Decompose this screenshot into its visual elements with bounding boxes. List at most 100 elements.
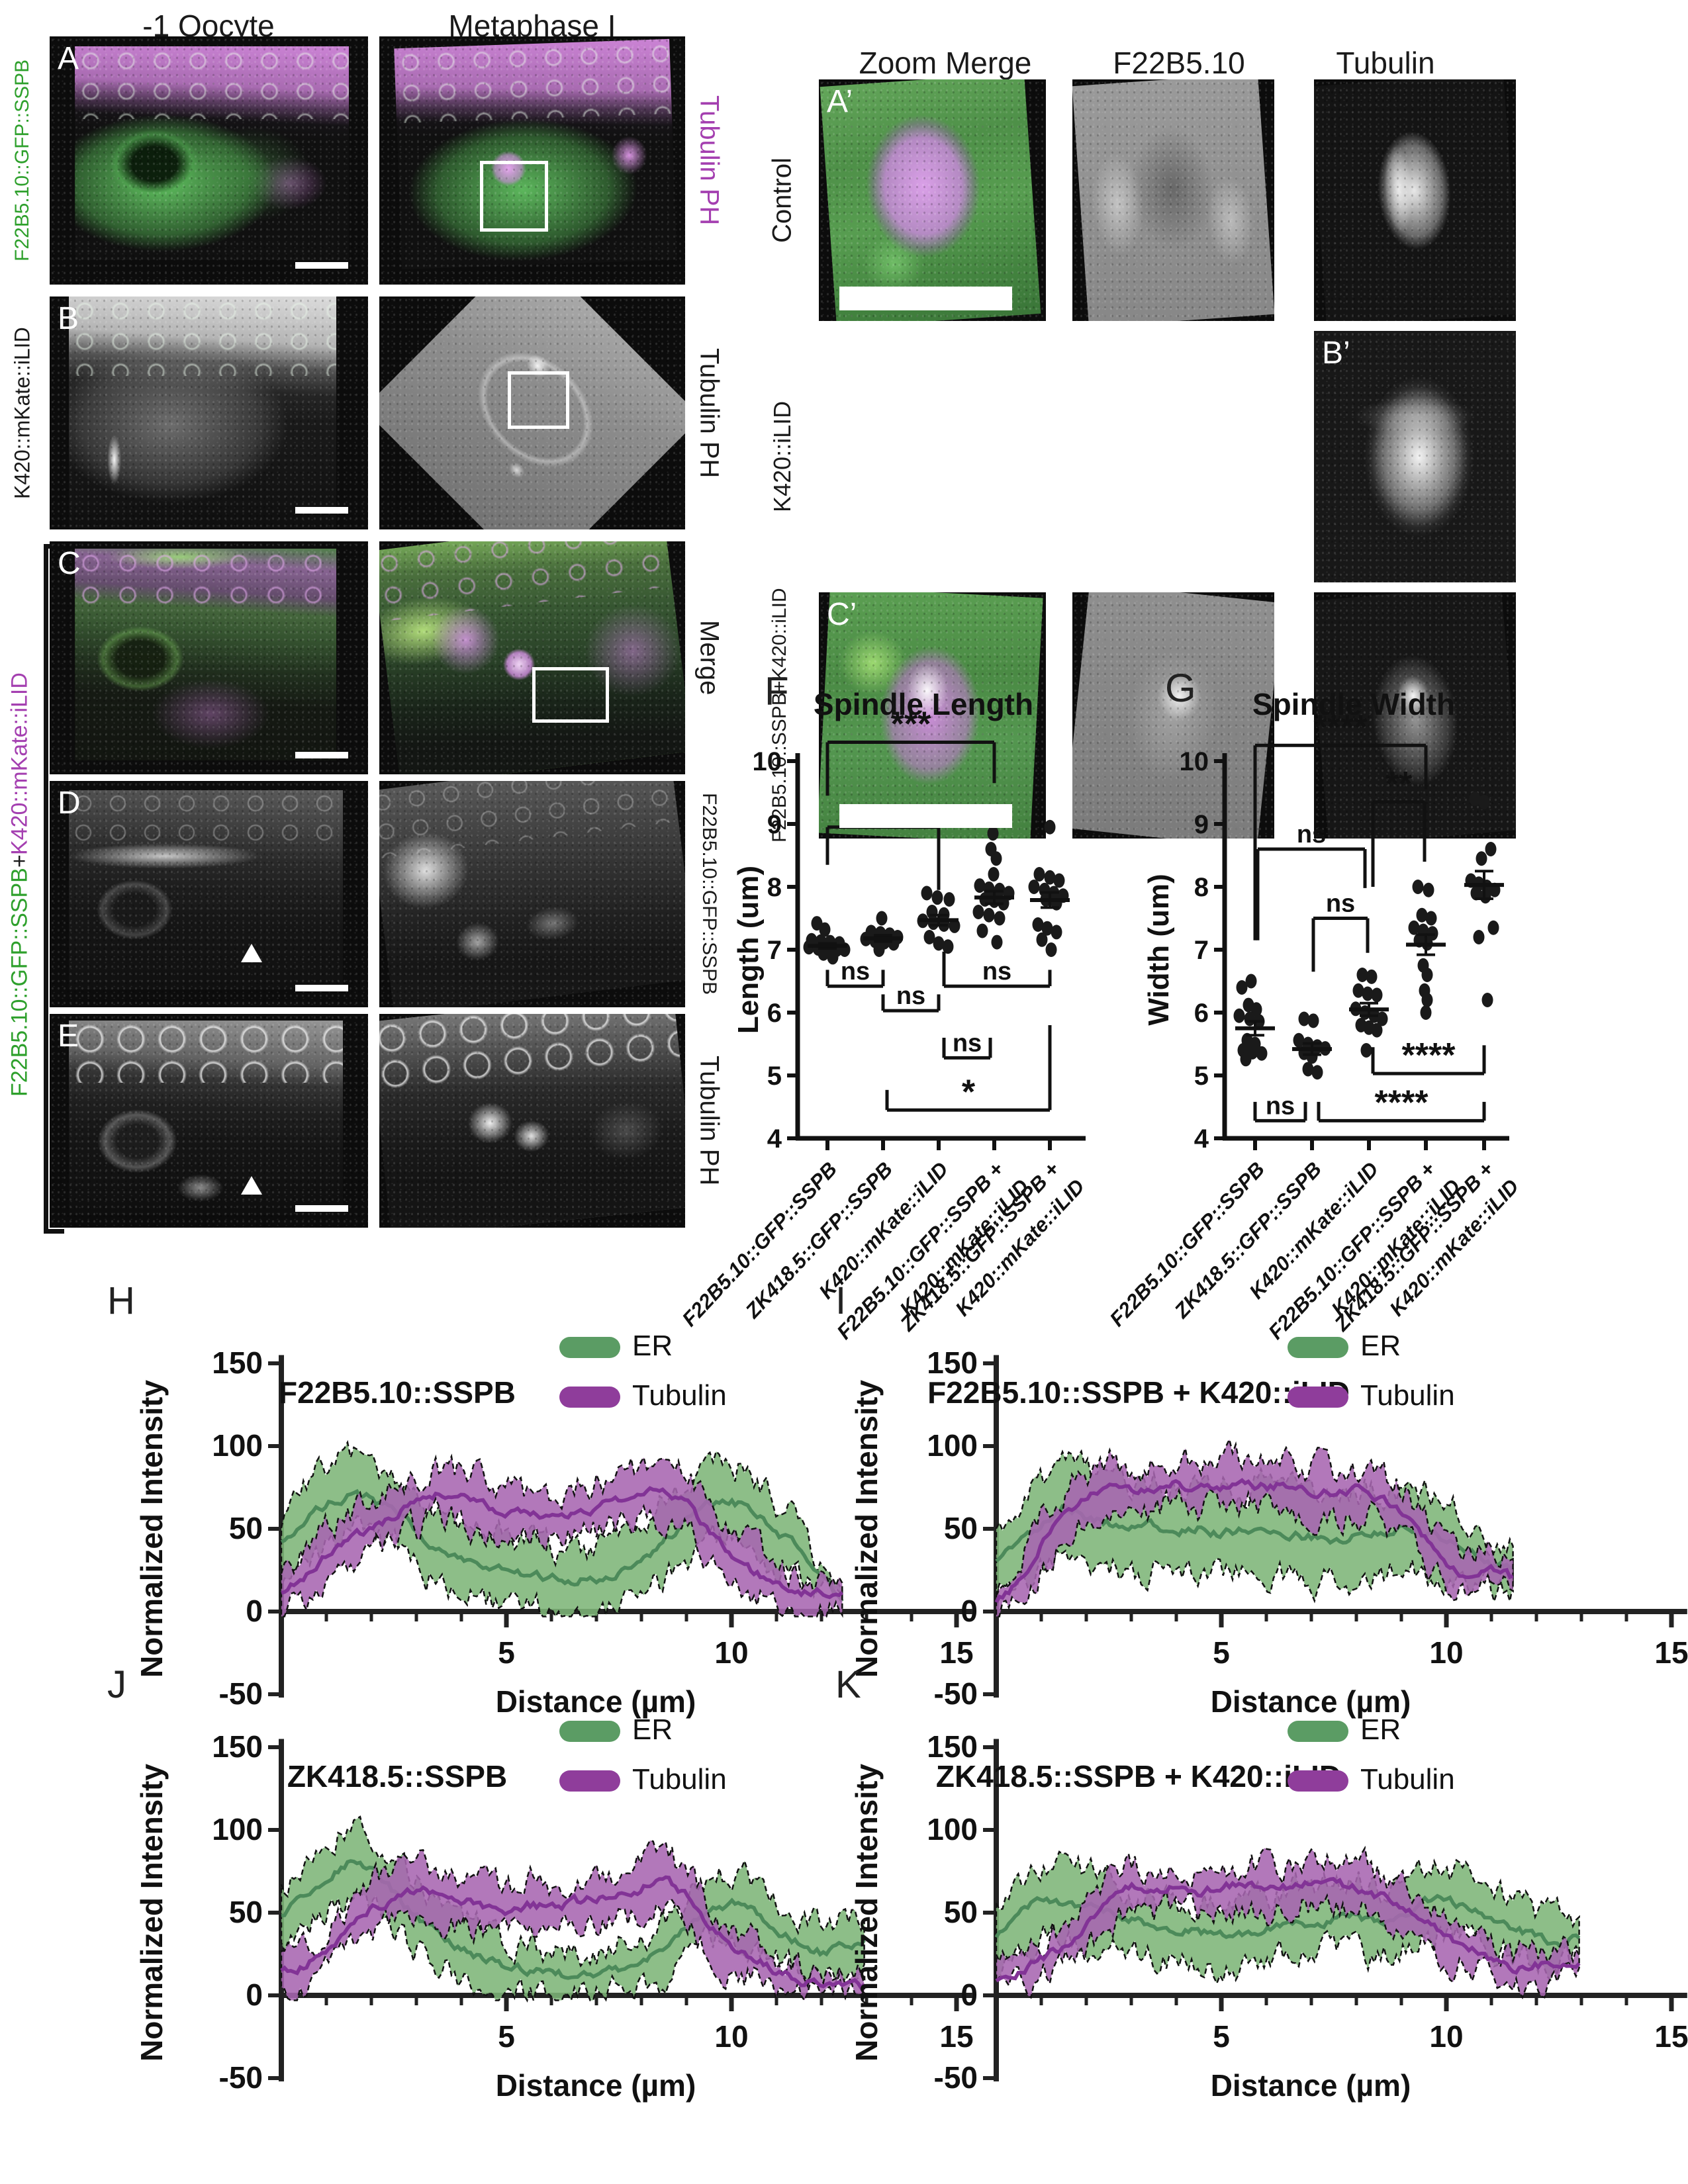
svg-text:****: **** — [1314, 708, 1368, 747]
row-label-E-right: Tubulin PH — [694, 1056, 724, 1186]
f22b510-channel-optogenetic — [1072, 592, 1274, 839]
tubulin-channel-k420-ilid: B’ — [1314, 331, 1516, 582]
scale-bar — [295, 752, 348, 758]
svg-text:ER: ER — [632, 1713, 673, 1746]
cde-label-green: F22B5.10::GFP::SSPB — [7, 868, 32, 1097]
arrowhead — [240, 1176, 262, 1195]
svg-text:Spindle Width: Spindle Width — [1252, 687, 1455, 721]
svg-text:Tubulin: Tubulin — [1360, 1763, 1455, 1796]
svg-text:-50: -50 — [934, 1676, 978, 1711]
svg-text:7: 7 — [767, 936, 782, 965]
svg-text:5: 5 — [498, 2019, 515, 2054]
svg-text:****: **** — [1402, 1036, 1456, 1075]
svg-text:Distance (µm): Distance (µm) — [1211, 2068, 1411, 2103]
tubulin-channel-control — [1314, 79, 1516, 321]
svg-text:ZK418.5::SSPB: ZK418.5::SSPB — [287, 1759, 507, 1794]
svg-text:Tubulin: Tubulin — [632, 1379, 727, 1412]
svg-text:4: 4 — [1194, 1124, 1209, 1154]
scale-bar — [295, 985, 348, 991]
svg-text:15: 15 — [939, 1635, 973, 1670]
panel-letter: B’ — [1322, 336, 1350, 371]
svg-text:0: 0 — [961, 1594, 978, 1628]
svg-text:100: 100 — [212, 1812, 263, 1846]
svg-text:Tubulin: Tubulin — [632, 1763, 727, 1796]
svg-text:10: 10 — [714, 2019, 748, 2054]
svg-text:ns: ns — [982, 958, 1011, 985]
micrograph-art — [379, 781, 685, 1007]
svg-text:10: 10 — [753, 747, 782, 776]
cde-label-plus: + — [7, 854, 32, 868]
svg-text:10: 10 — [1180, 747, 1209, 776]
column-header-zoom-merge: Zoom Merge — [859, 46, 1032, 80]
svg-text:150: 150 — [927, 1345, 978, 1380]
svg-text:100: 100 — [927, 1812, 978, 1846]
svg-text:9: 9 — [767, 810, 782, 839]
zoom-merge-control: A’ — [819, 79, 1046, 321]
micrograph-art — [379, 541, 685, 774]
svg-text:0: 0 — [246, 1594, 263, 1628]
micrograph-art — [1314, 79, 1516, 321]
arrowhead — [240, 944, 262, 963]
panel-K-linescan-chart: 150 100 50 0 -50 5 10 15 Distance (µm) Normalized… — [835, 1663, 1688, 2103]
svg-text:ER: ER — [632, 1330, 673, 1362]
svg-text:***: *** — [891, 705, 931, 744]
svg-text:-50: -50 — [934, 2060, 978, 2095]
row-label-A-right: Tubulin PH — [694, 95, 724, 226]
svg-text:6: 6 — [767, 999, 782, 1028]
roi-box — [480, 160, 548, 232]
svg-text:ns: ns — [1266, 1092, 1295, 1120]
scale-bar — [839, 287, 1012, 310]
svg-text:150: 150 — [212, 1345, 263, 1380]
micrograph-D-oocyte: D — [50, 781, 368, 1007]
svg-text:4: 4 — [767, 1124, 782, 1154]
svg-text:Distance (µm): Distance (µm) — [496, 1684, 696, 1719]
svg-text:I: I — [835, 1279, 846, 1322]
micrograph-art — [394, 39, 677, 270]
zoom-merge-optogenetic: C’ — [819, 592, 1046, 839]
row-label-B-right: Tubulin PH — [694, 347, 724, 478]
micrograph-E-oocyte: E — [50, 1014, 368, 1228]
row-label-A-left: F22B5.10::GFP::SSPB — [11, 59, 33, 262]
svg-text:50: 50 — [944, 1511, 978, 1545]
row-label-control: Control — [767, 158, 797, 243]
svg-text:Normalized Intensity: Normalized Intensity — [849, 1764, 884, 2062]
panel-letter: D — [58, 786, 81, 821]
svg-text:0: 0 — [961, 1978, 978, 2012]
svg-text:8: 8 — [1194, 873, 1209, 902]
micrograph-art — [75, 548, 337, 760]
panel-I-linescan-chart: 150 100 50 0 -50 5 10 15 Distance (µm) Normalized… — [835, 1279, 1688, 1719]
panel-letter: A’ — [827, 84, 853, 119]
svg-text:15: 15 — [1654, 2019, 1688, 2054]
row-label-B-left: K420::mKate::iLID — [10, 327, 34, 499]
svg-text:Tubulin: Tubulin — [1360, 1379, 1455, 1412]
svg-text:F22B5.10::SSPB: F22B5.10::SSPB — [279, 1375, 516, 1410]
micrograph-B-metaphase — [379, 296, 685, 529]
svg-text:Normalized Intensity: Normalized Intensity — [849, 1380, 884, 1678]
scale-bar — [295, 262, 348, 269]
svg-text:F: F — [765, 669, 789, 713]
svg-text:H: H — [107, 1279, 135, 1322]
micrograph-A-oocyte: A — [50, 36, 368, 285]
svg-text:****: **** — [1375, 1083, 1429, 1122]
svg-text:ER: ER — [1360, 1713, 1401, 1746]
svg-text:K: K — [835, 1663, 861, 1706]
micrograph-art — [68, 1020, 343, 1215]
svg-text:ns: ns — [1297, 821, 1326, 848]
svg-text:Distance (µm): Distance (µm) — [1211, 1684, 1411, 1719]
panel-letter: C — [58, 546, 81, 581]
cde-label-purple: K420::mKate::iLID — [7, 672, 32, 855]
panel-letter: B — [58, 301, 79, 336]
svg-text:50: 50 — [944, 1895, 978, 1929]
svg-text:100: 100 — [927, 1428, 978, 1463]
scale-bar — [839, 804, 1012, 828]
svg-text:ns: ns — [1326, 890, 1355, 918]
svg-text:150: 150 — [927, 1729, 978, 1764]
scale-bar — [295, 507, 348, 514]
svg-text:Length (um): Length (um) — [732, 866, 765, 1034]
svg-text:ZK418.5::SSPB + K420::iLID: ZK418.5::SSPB + K420::iLID — [936, 1759, 1341, 1794]
svg-text:F22B5.10::SSPB + K420::iLID: F22B5.10::SSPB + K420::iLID — [927, 1375, 1350, 1410]
row-label-C-right: Merge — [694, 620, 724, 696]
